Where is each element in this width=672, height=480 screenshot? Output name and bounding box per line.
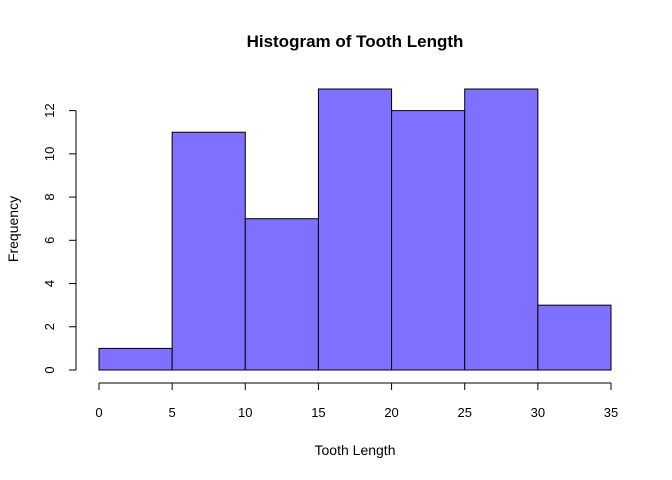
x-tick-label: 25 xyxy=(457,405,471,420)
x-tick-label: 15 xyxy=(311,405,325,420)
x-axis-label: Tooth Length xyxy=(315,442,396,458)
x-tick-label: 0 xyxy=(95,405,102,420)
histogram-bar-6 xyxy=(464,88,539,371)
x-tick-label: 30 xyxy=(531,405,545,420)
x-tick-label: 35 xyxy=(604,405,618,420)
y-tick-label: 2 xyxy=(42,323,57,330)
histogram-bar-3 xyxy=(244,218,319,371)
histogram-bar-2 xyxy=(171,131,246,371)
x-axis: 0 5 10 15 20 25 30 35 xyxy=(95,382,618,420)
y-axis-label: Frequency xyxy=(5,196,21,262)
y-tick-label: 4 xyxy=(42,280,57,287)
y-tick-label: 12 xyxy=(42,103,57,117)
y-axis: 0 2 4 6 8 10 12 xyxy=(42,103,77,374)
y-tick-label: 8 xyxy=(42,193,57,200)
histogram-bar-1 xyxy=(98,347,173,371)
bars-group xyxy=(98,88,612,371)
histogram-bar-5 xyxy=(391,110,466,371)
x-tick-label: 20 xyxy=(384,405,398,420)
y-tick-label: 0 xyxy=(42,366,57,373)
histogram-bar-7 xyxy=(537,304,612,371)
x-tick-label: 5 xyxy=(169,405,176,420)
chart-title: Histogram of Tooth Length xyxy=(247,32,464,51)
x-tick-label: 10 xyxy=(238,405,252,420)
y-tick-label: 10 xyxy=(42,147,57,161)
y-tick-label: 6 xyxy=(42,237,57,244)
histogram-bar-4 xyxy=(317,88,393,371)
